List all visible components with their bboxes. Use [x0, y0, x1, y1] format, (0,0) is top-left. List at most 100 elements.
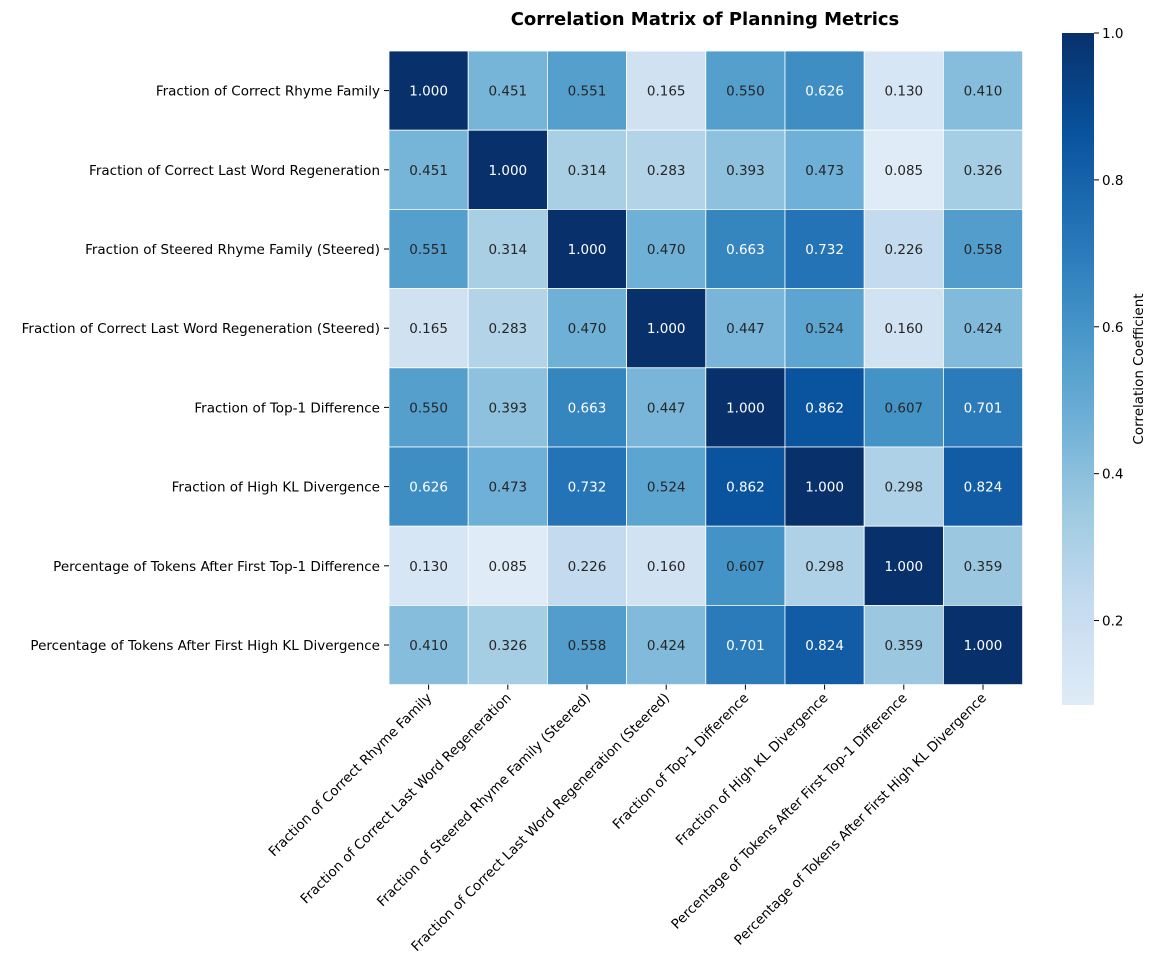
cell-value-2-5: 0.732	[805, 242, 844, 258]
cell-value-3-0: 0.165	[409, 321, 448, 337]
heatmap-cells: 1.000 0.451 0.551 0.165 0.550 0.626 0.130 0.410…	[388, 50, 1024, 686]
heatmap-cell-6-5	[784, 525, 865, 606]
cell-value-4-4: 1.000	[726, 400, 765, 416]
heatmap-cell-5-6	[863, 446, 944, 527]
cell-value-1-7: 0.326	[964, 163, 1003, 179]
row-label-7: Percentage of Tokens After First High KL…	[30, 638, 380, 654]
row-label-4: Fraction of Top-1 Difference	[194, 400, 380, 416]
heatmap-cell-1-6	[863, 129, 944, 210]
colorbar-tick-label-0: 0.2	[1102, 614, 1123, 630]
cell-value-3-5: 0.524	[805, 321, 844, 337]
colorbar-tick-label-3: 0.8	[1102, 173, 1123, 189]
cell-value-7-5: 0.824	[805, 638, 844, 654]
cell-value-7-0: 0.410	[409, 638, 448, 654]
heatmap-cell-2-3	[626, 208, 707, 289]
heatmap-cell-3-3	[626, 288, 707, 369]
cell-value-2-0: 0.551	[409, 242, 448, 258]
cell-value-3-6: 0.160	[884, 321, 923, 337]
heatmap-cell-0-4	[705, 50, 786, 131]
heatmap-cell-6-4	[705, 525, 786, 606]
cell-value-1-1: 1.000	[488, 163, 527, 179]
cell-value-4-0: 0.550	[409, 400, 448, 416]
cell-value-2-6: 0.226	[884, 242, 923, 258]
cell-value-6-0: 0.130	[409, 559, 448, 575]
cell-value-0-6: 0.130	[884, 84, 923, 100]
cell-value-2-1: 0.314	[488, 242, 527, 258]
heatmap-cell-3-2	[547, 288, 628, 369]
cell-value-2-4: 0.663	[726, 242, 765, 258]
row-label-0: Fraction of Correct Rhyme Family	[156, 84, 380, 100]
heatmap-cell-2-5	[784, 208, 865, 289]
cell-value-1-5: 0.473	[805, 163, 844, 179]
cell-value-4-5: 0.862	[805, 400, 844, 416]
cell-value-7-2: 0.558	[568, 638, 607, 654]
heatmap-cell-4-2	[547, 367, 628, 448]
column-labels: Fraction of Correct Rhyme Family Fraction…	[266, 684, 990, 955]
heatmap-cell-2-1	[467, 208, 548, 289]
cell-value-2-3: 0.470	[647, 242, 686, 258]
cell-value-1-4: 0.393	[726, 163, 765, 179]
colorbar-tick-label-4: 1.0	[1102, 26, 1123, 42]
cell-value-6-1: 0.085	[488, 559, 527, 575]
cell-value-6-7: 0.359	[964, 559, 1003, 575]
heatmap-cell-5-2	[547, 446, 628, 527]
cell-value-5-5: 1.000	[805, 480, 844, 496]
heatmap-cell-6-0	[388, 525, 469, 606]
heatmap-cell-2-4	[705, 208, 786, 289]
heatmap-cell-7-5	[784, 605, 865, 686]
row-label-1: Fraction of Correct Last Word Regenerati…	[89, 163, 380, 179]
row-label-5: Fraction of High KL Divergence	[172, 480, 380, 496]
cell-value-0-0: 1.000	[409, 84, 448, 100]
heatmap-cell-1-3	[626, 129, 707, 210]
heatmap-cell-4-3	[626, 367, 707, 448]
row-label-2: Fraction of Steered Rhyme Family (Steere…	[85, 242, 380, 258]
cell-value-4-6: 0.607	[884, 400, 923, 416]
heatmap-cell-1-5	[784, 129, 865, 210]
cell-value-1-2: 0.314	[568, 163, 607, 179]
cell-value-5-3: 0.524	[647, 480, 686, 496]
row-label-6: Percentage of Tokens After First Top-1 D…	[53, 559, 380, 575]
row-label-3: Fraction of Correct Last Word Regenerati…	[22, 321, 380, 337]
column-label-4: Fraction of Top-1 Difference	[610, 690, 753, 833]
cell-value-0-2: 0.551	[568, 84, 607, 100]
heatmap-cell-1-4	[705, 129, 786, 210]
heatmap-cell-2-7	[943, 208, 1024, 289]
cell-value-3-2: 0.470	[568, 321, 607, 337]
heatmap-cell-5-5	[784, 446, 865, 527]
heatmap-cell-4-5	[784, 367, 865, 448]
heatmap-cell-5-4	[705, 446, 786, 527]
cell-value-1-0: 0.451	[409, 163, 448, 179]
heatmap-cell-5-7	[943, 446, 1024, 527]
heatmap-cell-7-2	[547, 605, 628, 686]
cell-value-5-2: 0.732	[568, 480, 607, 496]
cell-value-1-3: 0.283	[647, 163, 686, 179]
cell-value-7-4: 0.701	[726, 638, 765, 654]
heatmap-cell-4-7	[943, 367, 1024, 448]
column-label-0: Fraction of Correct Rhyme Family	[266, 690, 436, 860]
heatmap-cell-2-6	[863, 208, 944, 289]
heatmap-cell-4-4	[705, 367, 786, 448]
cell-value-5-0: 0.626	[409, 480, 448, 496]
heatmap-cell-0-3	[626, 50, 707, 131]
colorbar-label: Correlation Coefficient	[1131, 293, 1147, 444]
cell-value-7-6: 0.359	[884, 638, 923, 654]
heatmap-cell-0-1	[467, 50, 548, 131]
colorbar: 0.2 0.4 0.6 0.8 1.0 Correlation Coefficient	[1062, 26, 1147, 705]
cell-value-5-7: 0.824	[964, 480, 1003, 496]
cell-value-0-7: 0.410	[964, 84, 1003, 100]
cell-value-0-4: 0.550	[726, 84, 765, 100]
cell-value-7-1: 0.326	[488, 638, 527, 654]
cell-value-2-7: 0.558	[964, 242, 1003, 258]
cell-value-5-1: 0.473	[488, 480, 527, 496]
cell-value-4-1: 0.393	[488, 400, 527, 416]
cell-value-3-4: 0.447	[726, 321, 765, 337]
heatmap-cell-2-0	[388, 208, 469, 289]
cell-value-6-6: 1.000	[884, 559, 923, 575]
cell-value-4-2: 0.663	[568, 400, 607, 416]
cell-value-0-5: 0.626	[805, 84, 844, 100]
heatmap-cell-2-2	[547, 208, 628, 289]
heatmap-cell-3-4	[705, 288, 786, 369]
cell-value-6-3: 0.160	[647, 559, 686, 575]
heatmap-cell-0-5	[784, 50, 865, 131]
